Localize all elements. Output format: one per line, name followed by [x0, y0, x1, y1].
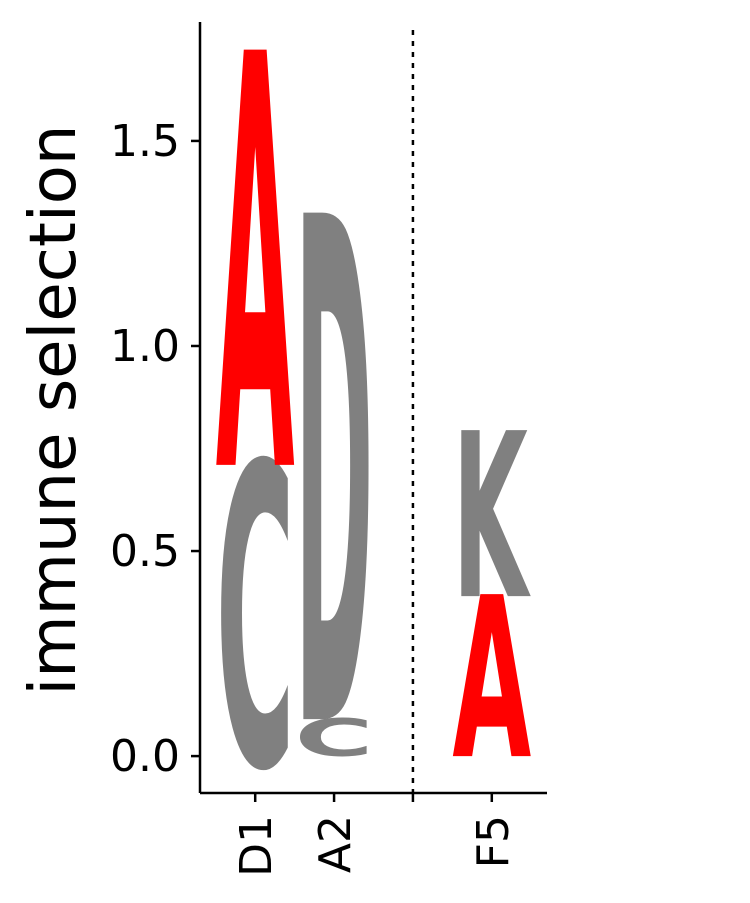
x-tick-label: A2	[310, 815, 361, 873]
y-tick-label: 1.5	[110, 116, 180, 167]
x-tick-label: F5	[468, 815, 519, 868]
y-ticks: 0.0 0.5 1.0 1.5	[110, 116, 200, 782]
logo-letter-F5-K: K	[452, 385, 531, 650]
y-tick-label: 0.0	[110, 731, 180, 782]
logo-letter-F5-A: A	[452, 550, 531, 808]
y-tick-label: 1.0	[110, 321, 180, 372]
x-ticks: D1 A2 F5	[231, 793, 519, 877]
x-tick-label: D1	[231, 815, 282, 877]
logo-letter-D1-A: A	[216, 0, 296, 600]
logo-letter-A2-D: D	[295, 75, 374, 883]
y-tick-label: 0.5	[110, 526, 180, 577]
logo-letter-D1-C: C	[216, 378, 295, 863]
logo-letter-A2-C: C	[295, 709, 374, 769]
y-axis-title: immune selection	[17, 125, 91, 696]
